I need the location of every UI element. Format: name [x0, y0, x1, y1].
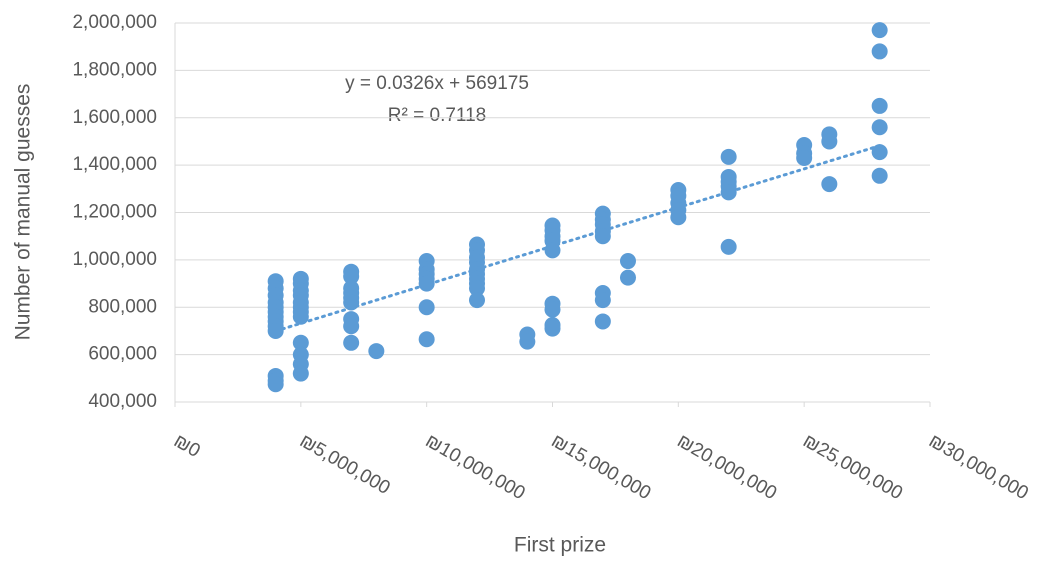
trendline: [274, 144, 882, 333]
x-tick-label: ₪20,000,000: [673, 430, 780, 504]
point: [343, 318, 360, 335]
point: [871, 119, 888, 136]
point: [418, 299, 435, 316]
x-tick-label: ₪30,000,000: [925, 430, 1032, 504]
point: [343, 268, 360, 285]
point: [620, 269, 636, 286]
x-tick-label: ₪15,000,000: [547, 430, 654, 504]
y-tick-label: 1,200,000: [72, 202, 157, 223]
point: [796, 150, 813, 167]
x-tick-label: ₪0: [170, 430, 204, 462]
point: [343, 294, 360, 311]
point: [267, 322, 284, 339]
point: [418, 331, 435, 348]
point: [871, 43, 888, 60]
point: [469, 280, 485, 297]
trendline-equation: y = 0.0326x + 569175: [345, 73, 529, 94]
point: [871, 97, 888, 114]
point: [469, 292, 485, 309]
trendline-r-squared: R² = 0.7118: [388, 105, 486, 126]
point: [720, 238, 737, 255]
point: [594, 228, 611, 245]
point: [821, 176, 838, 193]
y-tick-label: 1,400,000: [72, 154, 157, 175]
point: [267, 376, 284, 393]
point: [871, 22, 888, 39]
point: [544, 320, 561, 337]
y-tick-label: 400,000: [88, 391, 157, 412]
y-tick-label: 1,000,000: [72, 249, 157, 270]
point: [871, 167, 888, 184]
y-tick-label: 1,600,000: [72, 107, 157, 128]
point: [821, 133, 838, 150]
point: [292, 365, 309, 382]
point: [418, 275, 435, 292]
y-tick-label: 2,000,000: [72, 12, 157, 33]
point: [620, 253, 636, 270]
y-axis-title: Number of manual guesses: [12, 84, 35, 341]
x-tick-label: ₪5,000,000: [296, 430, 394, 499]
point: [594, 292, 611, 309]
point: [343, 334, 360, 351]
point: [544, 242, 561, 259]
x-tick-label: ₪25,000,000: [799, 430, 906, 504]
y-tick-label: 1,800,000: [72, 59, 157, 80]
point: [368, 343, 385, 360]
x-tick-label: ₪10,000,000: [422, 430, 529, 504]
point: [292, 334, 309, 351]
y-tick-label: 800,000: [88, 296, 157, 317]
point: [871, 144, 888, 161]
point: [670, 209, 687, 226]
point: [720, 184, 737, 201]
y-tick-label: 600,000: [88, 344, 157, 365]
x-axis-title: First prize: [514, 534, 606, 557]
point: [544, 301, 561, 318]
point: [594, 313, 611, 330]
point: [519, 333, 536, 350]
point: [720, 148, 737, 165]
point: [292, 308, 309, 325]
